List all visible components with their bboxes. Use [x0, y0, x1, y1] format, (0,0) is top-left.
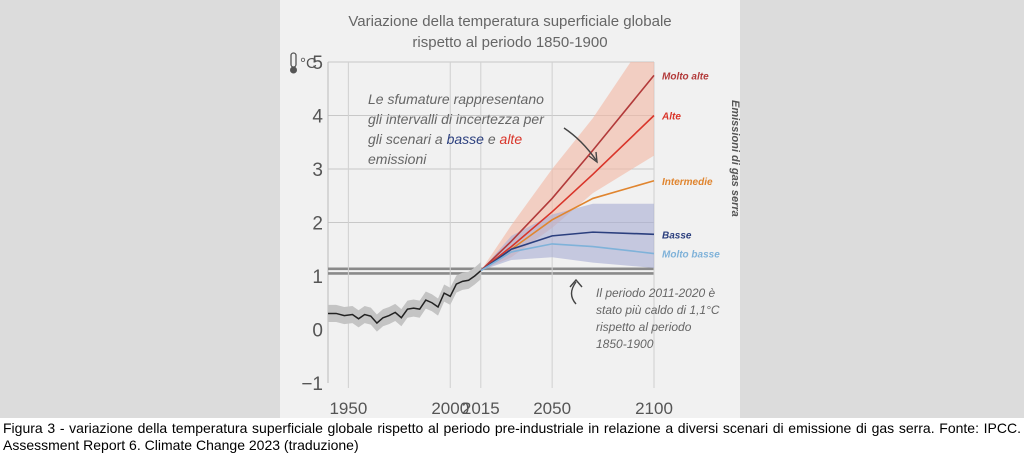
annotation-word-alte: alte — [500, 131, 523, 147]
annotation-bottom-line-3: rispetto al periodo — [596, 320, 692, 334]
y-tick-label: 0 — [312, 321, 323, 342]
chart-title-line-1: Variazione della temperatura superficial… — [348, 13, 671, 30]
annotation-top-line-2: gli intervalli di incertezza per — [368, 111, 545, 127]
annotation-word-e: e — [484, 131, 500, 147]
x-tick-label: 2100 — [635, 399, 673, 418]
scenario-series — [480, 74, 655, 272]
band-basse — [480, 203, 654, 271]
y-tick-label: 5 — [312, 53, 323, 74]
series-label: Basse — [662, 230, 692, 241]
x-tick-label: 2015 — [462, 399, 500, 418]
annotation-top-line-4: emissioni — [368, 151, 427, 167]
y-tick-label: 2 — [312, 214, 323, 235]
series-label: Molto basse — [662, 250, 720, 261]
series-line-molto-alte — [480, 74, 655, 272]
series-line-molto-basse — [480, 243, 655, 272]
annotation-bottom-arrowhead — [569, 278, 583, 288]
annotation-bottom-line-4: 1850-1900 — [596, 337, 654, 351]
annotation-top-arrowhead — [588, 151, 598, 164]
annotation-top: Le sfumature rappresentano gli intervall… — [368, 91, 545, 167]
thermometer-icon — [290, 52, 297, 74]
temperature-chart: Variazione della temperatura superficial… — [290, 13, 741, 418]
annotation-top-line-3: gli scenari a basse e alte — [368, 131, 522, 147]
uncertainty-bands — [480, 62, 654, 271]
series-label: Alte — [661, 112, 681, 123]
x-tick-label: 1950 — [329, 399, 367, 418]
figure-caption: Figura 3 - variazione della temperatura … — [3, 420, 1021, 453]
side-label: Emissioni di gas serra — [729, 100, 740, 217]
bands-clip-group — [480, 62, 654, 271]
annotation-bottom-line-2: stato più caldo di 1,1°C — [596, 303, 720, 317]
y-unit-label: °C — [300, 55, 317, 72]
historical-line — [328, 270, 482, 325]
y-tick-label: 3 — [312, 160, 323, 181]
y-tick-label: 4 — [312, 107, 323, 128]
annotation-bottom: Il periodo 2011-2020 è stato più caldo d… — [596, 286, 720, 351]
band-alte — [480, 62, 654, 271]
annotation-top-arrow — [563, 127, 597, 161]
annotation-top-line-3-text: gli scenari a — [368, 131, 447, 147]
annotation-top-line-1: Le sfumature rappresentano — [368, 91, 544, 107]
annotation-word-basse: basse — [447, 131, 485, 147]
series-label: Molto alte — [662, 71, 709, 82]
x-tick-label: 2000 — [431, 399, 469, 418]
y-axis: °C 5 4 3 2 1 0 −1 — [290, 52, 323, 395]
series-line-alte — [480, 114, 655, 272]
annotation-bottom-line-1: Il periodo 2011-2020 è — [596, 286, 716, 300]
series-line-basse — [480, 231, 655, 272]
x-tick-label: 2050 — [533, 399, 571, 418]
annotation-bottom-arrow — [570, 281, 577, 305]
series-label: Intermedie — [662, 177, 713, 188]
chart-figure: Variazione della temperatura superficial… — [280, 0, 741, 418]
chart-title-line-2: rispetto al periodo 1850-1900 — [412, 34, 607, 51]
y-tick-label: 1 — [312, 267, 323, 288]
y-tick-label: −1 — [301, 374, 323, 395]
historical-series — [328, 262, 482, 332]
scenario-labels: Molto alte Alte Intermedie Basse Molto basse — [661, 71, 720, 260]
